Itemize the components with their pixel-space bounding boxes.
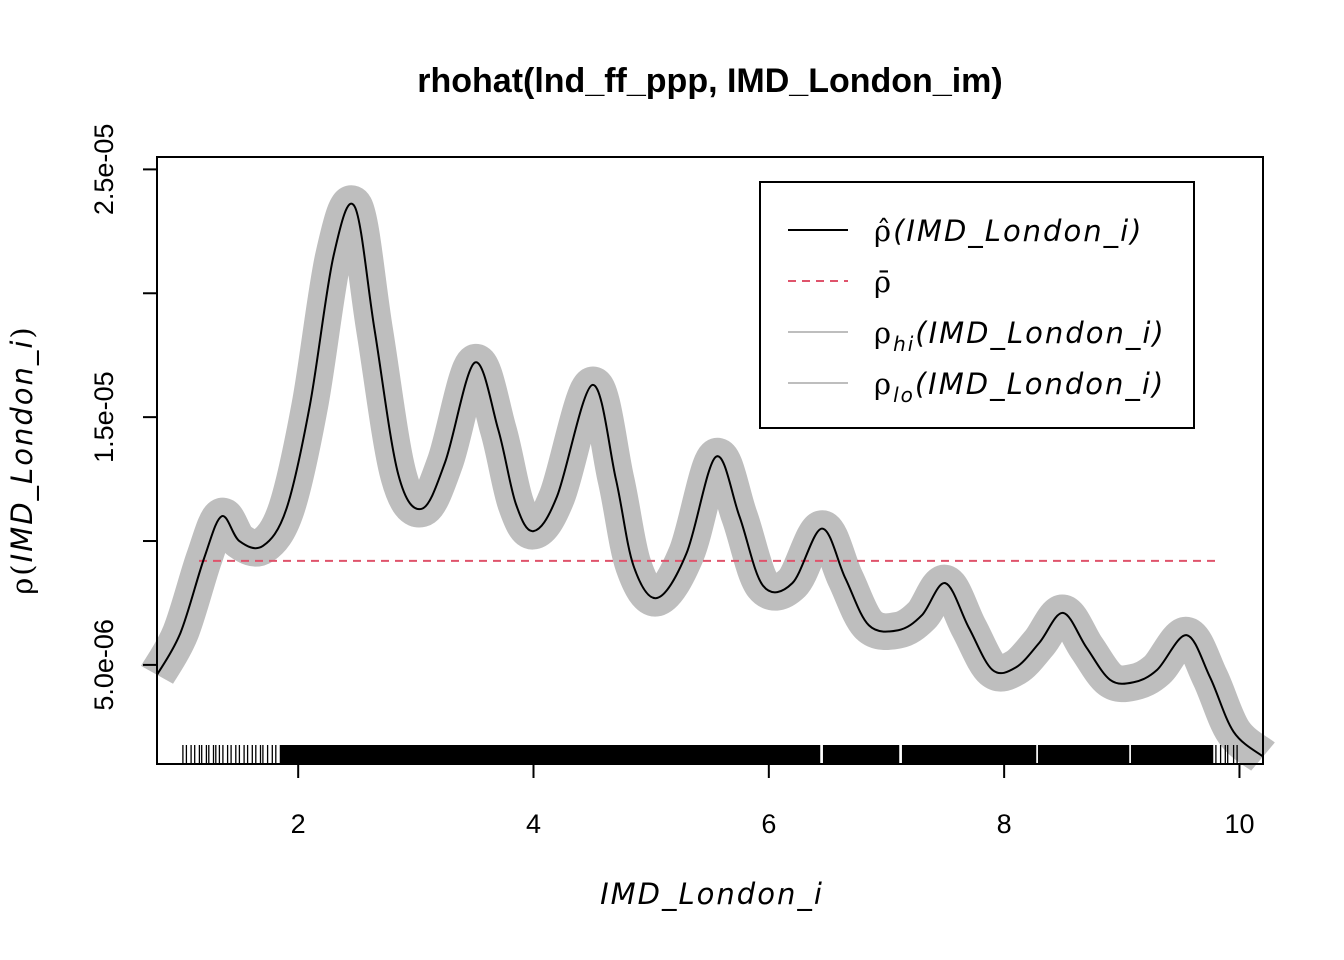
svg-text:ρ(IMD_London_i): ρ(IMD_London_i) [5,325,39,595]
legend-label: ρhi(IMD_London_i) [874,316,1166,356]
x-tick-label: 10 [1224,809,1254,839]
x-tick-label: 2 [291,809,306,839]
legend-symbol: ρ̂ [874,214,893,248]
legend-label: ρ̄ [874,265,893,299]
legend-arg: (IMD_London_i) [915,367,1165,401]
series-rho-hat [156,202,1264,758]
x-axis-label: IMD_London_i [600,877,824,911]
y-axis-label-symbol: ρ [5,576,39,595]
y-tick-label: 5.0e-06 [89,619,119,711]
legend-item-rho_lo: ρlo(IMD_London_i) [788,367,1165,407]
x-tick-label: 8 [997,809,1012,839]
y-axis-label: ρ(IMD_London_i) [5,325,39,595]
legend-item-rho_bar: ρ̄ [788,265,893,299]
legend-label: ρlo(IMD_London_i) [874,367,1165,407]
x-tick-label: 6 [761,809,776,839]
x-tick-label: 4 [526,809,541,839]
series-layer [156,202,1264,758]
rug-marks [182,745,1238,764]
y-axis-label-text: IMD_London_i [5,339,39,563]
legend-item-rho_hat: ρ̂(IMD_London_i) [788,214,1143,248]
legend-subscript: lo [893,383,915,407]
legend-symbol: ρ [874,367,893,401]
legend-symbol: ρ̄ [874,265,893,299]
x-axis: 2 4 6 8 10 [291,763,1254,839]
y-tick-label: 1.5e-05 [89,371,119,463]
legend-item-rho_hi: ρhi(IMD_London_i) [788,316,1166,356]
legend-arg: (IMD_London_i) [915,316,1165,350]
y-axis: 5.0e-06 1.5e-05 2.5e-05 [89,124,158,711]
legend-subscript: hi [893,332,915,356]
legend-arg: (IMD_London_i) [893,214,1143,248]
y-tick-label: 2.5e-05 [89,124,119,216]
legend-label: ρ̂(IMD_London_i) [874,214,1143,248]
legend-box [759,181,1195,429]
chart-title: rhohat(lnd_ff_ppp, IMD_London_im) [417,62,1003,100]
legend: ρ̂(IMD_London_i)ρ̄ρhi(IMD_London_i)ρlo(I… [759,181,1195,429]
legend-symbol: ρ [874,316,893,350]
